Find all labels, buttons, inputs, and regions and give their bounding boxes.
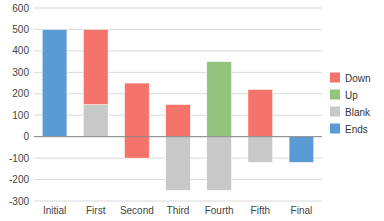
legend: Down Up Blank Ends <box>330 73 371 135</box>
legend-swatch <box>330 124 340 134</box>
bar <box>166 137 191 191</box>
y-tick-label: -300 <box>9 196 29 207</box>
x-tick-label: Fifth <box>251 205 270 216</box>
legend-label: Up <box>345 90 358 101</box>
bar <box>42 29 67 136</box>
grid-line <box>34 29 322 30</box>
bar <box>83 105 108 137</box>
grid <box>34 8 322 201</box>
y-tick-label: -100 <box>9 153 29 164</box>
grid-line <box>34 201 322 202</box>
x-tick-label: Fourth <box>205 205 234 216</box>
bars <box>42 29 314 190</box>
legend-swatch <box>330 90 340 100</box>
grid-line <box>34 136 322 137</box>
x-tick-label: First <box>86 205 106 216</box>
bar <box>207 137 232 191</box>
bar <box>83 29 108 104</box>
y-tick-label: 400 <box>12 45 29 56</box>
bar <box>125 83 150 158</box>
bar <box>207 62 232 137</box>
x-tick-label: Third <box>167 205 190 216</box>
grid-line <box>34 93 322 94</box>
y-tick-label: 500 <box>12 24 29 35</box>
legend-label: Down <box>345 73 371 84</box>
baseline <box>34 136 322 137</box>
bar <box>248 89 273 136</box>
y-tick-label: 200 <box>12 88 29 99</box>
x-tick-label: Final <box>291 205 313 216</box>
legend-label: Ends <box>345 124 368 135</box>
bar <box>166 105 191 137</box>
grid-line <box>34 72 322 73</box>
chart: -300 -200 -100 0 100 200 300 400 500 600 Initial Fi… <box>0 0 384 221</box>
bar <box>289 137 314 163</box>
x-tick-label: Initial <box>43 205 66 216</box>
legend-label: Blank <box>345 107 371 118</box>
x-tick-label: Second <box>120 205 154 216</box>
y-tick-label: 100 <box>12 110 29 121</box>
legend-swatch <box>330 107 340 117</box>
y-tick-label: 600 <box>12 3 29 14</box>
y-tick-label: -200 <box>9 174 29 185</box>
grid-line <box>34 50 322 51</box>
y-tick-label: 300 <box>12 67 29 78</box>
bar <box>248 137 273 163</box>
grid-line <box>34 8 322 9</box>
legend-swatch <box>330 73 340 83</box>
y-tick-label: 0 <box>23 131 29 142</box>
